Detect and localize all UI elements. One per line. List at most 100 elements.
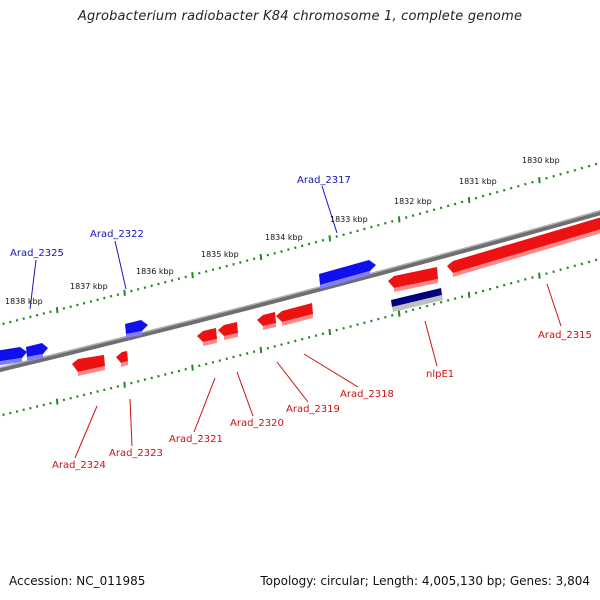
minor-tick <box>35 405 39 408</box>
minor-tick <box>432 208 436 212</box>
minor-tick <box>49 401 52 405</box>
gene-reverse[interactable] <box>72 355 105 372</box>
major-tick <box>55 307 59 314</box>
minor-tick <box>502 283 506 287</box>
gene-reverse[interactable] <box>447 216 600 273</box>
minor-tick <box>474 291 478 295</box>
gene-label-reverse: Arad_2318 <box>340 389 394 400</box>
gene-nlpe1[interactable] <box>391 288 442 307</box>
minor-tick <box>335 235 338 238</box>
major-tick <box>123 381 126 388</box>
minor-tick <box>342 326 345 330</box>
gene-label-reverse: Arad_2315 <box>538 330 592 341</box>
minor-tick <box>439 300 443 304</box>
minor-tick <box>495 285 499 289</box>
minor-tick <box>404 216 408 219</box>
minor-tick <box>96 390 99 393</box>
tick-label: 1832 kbp <box>394 197 432 206</box>
minor-tick <box>573 264 577 268</box>
major-tick <box>259 346 263 354</box>
minor-tick <box>446 299 450 302</box>
minor-tick <box>307 242 311 246</box>
minor-tick <box>204 362 208 366</box>
gene-label-reverse: Arad_2320 <box>230 418 284 429</box>
minor-tick <box>418 212 422 216</box>
minor-tick <box>2 413 5 417</box>
gene-reverse[interactable] <box>388 267 438 288</box>
gene-labels: Arad_2325 Arad_2322 Arad_2317 Arad_2324 … <box>10 175 592 471</box>
minor-tick <box>170 371 174 375</box>
tick-label: 1837 kbp <box>70 282 108 291</box>
minor-tick <box>314 240 318 244</box>
minor-tick <box>294 246 297 250</box>
minor-tick <box>363 227 366 231</box>
minor-tick <box>566 266 569 270</box>
minor-tick <box>587 164 591 168</box>
minor-tick <box>239 353 242 357</box>
gene-reverse[interactable] <box>116 351 128 363</box>
tick-label: 1830 kbp <box>522 156 560 165</box>
gene-forward[interactable] <box>125 320 148 334</box>
gene-reverse[interactable] <box>276 303 313 322</box>
minor-tick <box>62 398 66 402</box>
minor-tick <box>517 184 520 188</box>
minor-tick <box>446 204 450 208</box>
minor-tick <box>481 194 485 198</box>
minor-tick <box>204 270 208 273</box>
gene-forward[interactable] <box>26 343 48 357</box>
major-tick <box>328 328 332 336</box>
minor-tick <box>594 162 598 166</box>
minor-tick <box>225 357 228 361</box>
minor-tick <box>287 341 290 345</box>
gene-label-reverse: Arad_2321 <box>169 434 223 445</box>
minor-tick <box>566 170 569 174</box>
gene-forward[interactable] <box>0 347 27 362</box>
minor-tick <box>531 180 534 184</box>
major-tick <box>538 177 541 184</box>
minor-tick <box>481 289 485 293</box>
minor-tick <box>211 360 215 364</box>
minor-tick <box>432 302 436 306</box>
minor-tick <box>377 223 380 227</box>
tick-label: 1836 kbp <box>136 267 174 276</box>
gene-reverse[interactable] <box>257 312 276 326</box>
genome-title: Agrobacterium radiobacter K84 chromosome… <box>77 9 523 24</box>
minor-tick <box>390 314 394 317</box>
gene-forward[interactable] <box>319 260 376 285</box>
tick-label: 1834 kbp <box>265 233 303 242</box>
minor-tick <box>150 284 153 288</box>
minor-tick <box>245 259 249 262</box>
minor-tick <box>232 262 235 266</box>
minor-tick <box>509 186 513 190</box>
major-tick <box>467 291 471 298</box>
minor-tick <box>177 277 181 281</box>
gene-reverse[interactable] <box>197 328 217 342</box>
minor-tick <box>488 192 492 196</box>
minor-tick <box>356 323 359 326</box>
minor-tick <box>109 294 113 298</box>
minor-tick <box>89 391 93 395</box>
minor-tick <box>143 378 147 381</box>
gene-label-forward: Arad_2317 <box>297 175 351 186</box>
minor-tick <box>29 315 32 319</box>
minor-tick <box>439 206 443 210</box>
minor-tick <box>524 182 527 186</box>
minor-tick <box>349 325 352 328</box>
minor-tick <box>22 317 25 320</box>
major-tick <box>397 310 401 317</box>
gene-label-reverse: nlpE1 <box>426 369 454 380</box>
genome-stats-text: Topology: circular; Length: 4,005,130 bp… <box>260 574 590 588</box>
minor-tick <box>342 233 345 237</box>
gene-label-forward: Arad_2325 <box>10 248 64 259</box>
gene-reverse[interactable] <box>218 322 238 336</box>
forward-tick-track <box>2 162 598 326</box>
minor-tick <box>573 168 577 172</box>
minor-tick <box>294 339 297 343</box>
minor-tick <box>280 250 283 253</box>
minor-tick <box>103 296 106 300</box>
minor-tick <box>76 303 79 307</box>
minor-tick <box>363 321 366 325</box>
minor-tick <box>425 210 429 214</box>
minor-tick <box>232 355 235 359</box>
minor-tick <box>252 350 256 354</box>
